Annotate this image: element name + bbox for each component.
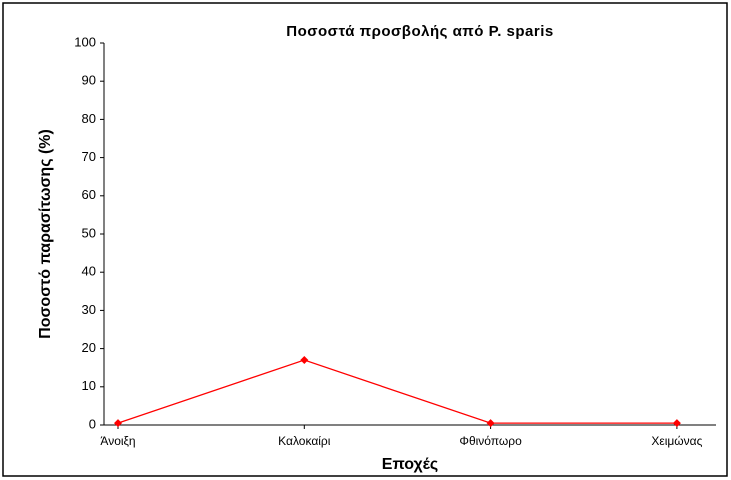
x-tick-label: Χειμώνας — [651, 434, 702, 448]
y-tick-label: 80 — [82, 111, 96, 126]
y-tick-label: 20 — [82, 340, 96, 355]
y-axis-label: Ποσοστό παρασίτωσης (%) — [37, 129, 54, 339]
y-tick-label: 0 — [89, 416, 96, 431]
data-point — [300, 356, 309, 365]
y-tick-label: 90 — [82, 73, 96, 88]
data-point — [114, 419, 122, 428]
x-tick-label: Άνοιξη — [100, 434, 135, 448]
series-line — [117, 359, 677, 424]
y-tick-label: 60 — [82, 187, 96, 202]
data-point — [486, 419, 495, 428]
y-tick-label: 10 — [82, 378, 96, 393]
data-point — [672, 419, 681, 428]
y-tick-label: 100 — [74, 34, 96, 49]
chart-title: Ποσοστά προσβολής από P. sparis — [286, 23, 553, 40]
x-tick-label: Καλοκαίρι — [278, 434, 331, 448]
y-tick-label: 30 — [82, 302, 96, 317]
x-axis-label: Εποχές — [382, 456, 438, 473]
y-tick-label: 50 — [82, 225, 96, 240]
y-tick-label: 70 — [82, 149, 96, 164]
y-tick-label: 40 — [82, 264, 96, 279]
x-tick-label: Φθινόπωρο — [459, 434, 522, 448]
